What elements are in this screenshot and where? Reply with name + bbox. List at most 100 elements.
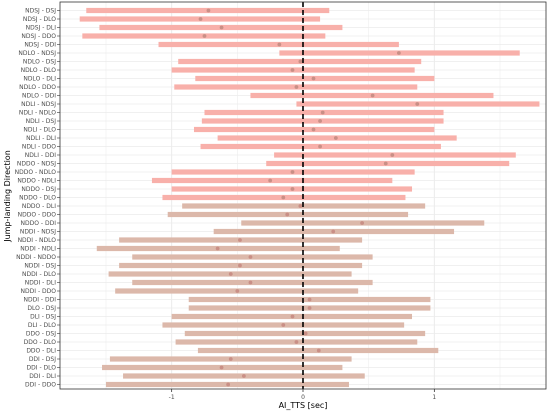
y-tick-label: NDLI - NDSJ — [21, 101, 56, 108]
y-tick-label: DDO - DLI — [26, 348, 56, 355]
point-estimate — [318, 119, 322, 123]
y-tick-label: NDSJ - DSJ — [25, 8, 56, 15]
y-tick-label: NDSJ - DDO — [21, 33, 56, 40]
point-estimate — [294, 85, 299, 89]
y-tick-label: NDLI - NDLO — [19, 110, 56, 117]
point-estimate — [281, 195, 286, 200]
y-tick-label: NDDI - NDDO — [16, 254, 56, 261]
point-estimate — [277, 42, 282, 47]
interval-bar — [132, 279, 373, 286]
point-estimate — [307, 297, 312, 302]
point-estimate — [311, 127, 316, 132]
y-tick-label: NDLI - DLI — [26, 135, 56, 142]
y-tick-label: NDDO - DLI — [22, 203, 56, 210]
point-estimate — [285, 212, 290, 217]
point-estimate — [206, 8, 211, 13]
x-tick-labels: -1 0 1 — [169, 389, 436, 401]
point-estimate — [281, 323, 286, 327]
y-tick-label: NDLO - DLO — [21, 67, 57, 74]
point-estimate — [320, 110, 325, 115]
y-tick-label: NDDO - NDSJ — [17, 161, 56, 168]
y-tick-label: NDDO - NDLO — [15, 169, 57, 176]
x-axis-title: AI_TTS [sec] — [279, 401, 328, 410]
point-estimate — [290, 170, 295, 174]
x-tick-label: 0 — [301, 394, 305, 401]
point-estimate — [396, 51, 401, 55]
interval-bar — [132, 254, 373, 260]
point-estimate — [298, 204, 303, 208]
y-tick-label: NDDO - DDO — [18, 212, 57, 219]
point-estimate — [290, 187, 295, 191]
y-tick-label: NDLI - DDO — [22, 144, 56, 151]
y-tick-label: NDSJ - DLO — [23, 16, 56, 23]
y-tick-label: DLI - DSJ — [30, 314, 56, 321]
y-tick-label: NDDI - DLI — [25, 280, 56, 287]
point-estimate — [290, 68, 295, 72]
point-estimate — [228, 357, 233, 361]
y-tick-label: NDDI - NDSJ — [20, 229, 56, 236]
point-estimate — [238, 238, 242, 242]
point-estimate — [360, 221, 365, 225]
point-estimate — [318, 144, 322, 149]
point-estimate — [219, 25, 224, 30]
y-tick-label: DDI - DLO — [27, 365, 57, 372]
y-tick-label: NDDI - NDLO — [18, 237, 57, 244]
y-tick-label: NDLI - DSJ — [26, 118, 57, 125]
y-tick-label: NDDO - DLO — [19, 195, 56, 202]
point-estimate — [202, 34, 207, 38]
point-estimate — [238, 263, 242, 268]
y-tick-label: NDDI - DDI — [24, 297, 57, 304]
point-estimate — [294, 340, 299, 344]
point-estimate — [226, 382, 231, 387]
point-estimate — [311, 76, 316, 81]
point-estimate — [370, 93, 375, 98]
interval-bar — [266, 160, 510, 167]
y-tick-label: NDDO - DSJ — [21, 186, 56, 193]
y-tick-label: DDO - DSJ — [26, 331, 56, 338]
y-tick-label: NDLO - NDSJ — [18, 50, 56, 57]
y-tick-label: NDLO - DDI — [22, 93, 56, 100]
point-estimate — [248, 280, 253, 285]
point-estimate — [219, 365, 224, 370]
y-tick-label: NDDI - NDLI — [20, 246, 56, 253]
y-tick-label: NDLO - DDO — [19, 84, 56, 91]
point-estimate — [298, 59, 303, 64]
y-tick-label: NDDI - DSJ — [24, 263, 56, 270]
y-axis-title: Jump-landing Direction — [3, 150, 12, 243]
y-tick-label: DDO - DLO — [24, 339, 57, 346]
y-tick-label: DDI - DDO — [25, 382, 56, 389]
y-tick-label: DDI - DLI — [29, 373, 56, 380]
point-estimate — [241, 374, 246, 378]
y-tick-label: NDDI - DDO — [21, 288, 57, 295]
y-tick-label: DLI - DLO — [28, 322, 56, 329]
point-estimate — [268, 178, 273, 183]
y-tick-label: NDLO - DSJ — [23, 59, 56, 66]
y-tick-label: NDLO - DLI — [23, 76, 56, 83]
point-layer — [198, 8, 420, 387]
point-estimate — [290, 314, 295, 319]
interval-bar — [201, 118, 444, 124]
point-estimate — [333, 136, 338, 140]
y-tick-label: NDDI - DLO — [22, 271, 56, 278]
point-estimate — [316, 348, 321, 353]
point-estimate — [331, 229, 336, 234]
point-estimate — [228, 272, 233, 276]
y-tick-label: DLO - DSJ — [27, 305, 56, 312]
point-estimate — [415, 102, 420, 106]
y-tick-label: NDDO - NDLI — [17, 178, 56, 185]
x-tick-label: -1 — [169, 394, 175, 401]
point-estimate — [198, 17, 203, 21]
y-tick-label: DDI - DSJ — [29, 356, 56, 363]
point-estimate — [390, 153, 395, 157]
y-tick-label: NDLI - DLO — [23, 127, 56, 134]
interval-bar — [274, 152, 516, 158]
point-estimate — [383, 161, 388, 166]
point-estimate — [307, 306, 312, 310]
x-tick-label: 1 — [432, 394, 436, 401]
y-tick-label: NDSJ - DLI — [26, 25, 57, 32]
point-estimate — [248, 255, 253, 259]
point-estimate — [303, 331, 308, 336]
point-estimate — [215, 246, 220, 251]
y-tick-label: NDLI - DDI — [25, 152, 56, 159]
